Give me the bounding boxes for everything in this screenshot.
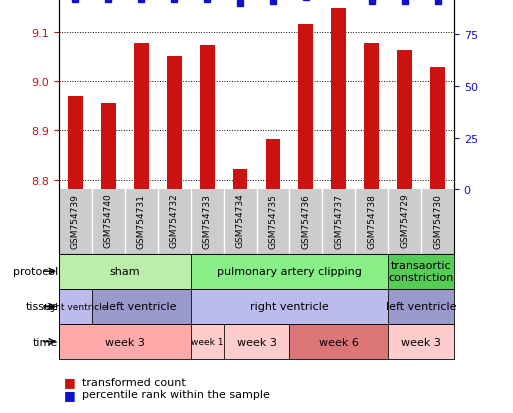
Text: week 3: week 3 xyxy=(105,337,145,347)
Text: GSM754734: GSM754734 xyxy=(235,193,245,248)
Text: GSM754736: GSM754736 xyxy=(301,193,310,248)
Bar xyxy=(397,51,412,190)
Text: GSM754735: GSM754735 xyxy=(268,193,278,248)
Text: week 1: week 1 xyxy=(191,337,223,346)
Bar xyxy=(59,254,191,289)
Text: GSM754739: GSM754739 xyxy=(71,193,80,248)
Bar xyxy=(388,324,454,359)
Text: right ventricle: right ventricle xyxy=(43,302,108,311)
Bar xyxy=(388,254,454,289)
Bar xyxy=(331,9,346,190)
Text: GSM754740: GSM754740 xyxy=(104,193,113,248)
Text: left ventricle: left ventricle xyxy=(386,301,457,312)
Text: tissue: tissue xyxy=(25,301,58,312)
Bar xyxy=(430,68,445,190)
Bar xyxy=(134,43,149,190)
Bar xyxy=(191,324,224,359)
Text: transaortic
constriction: transaortic constriction xyxy=(388,261,454,282)
Bar xyxy=(59,324,191,359)
Bar xyxy=(266,140,281,190)
Text: week 3: week 3 xyxy=(401,337,441,347)
Text: ■: ■ xyxy=(64,375,76,389)
Bar xyxy=(101,104,116,190)
Text: GSM754731: GSM754731 xyxy=(137,193,146,248)
Text: protocol: protocol xyxy=(13,266,58,277)
Bar xyxy=(68,97,83,190)
Text: week 3: week 3 xyxy=(236,337,277,347)
Text: GSM754732: GSM754732 xyxy=(170,193,179,248)
Text: ■: ■ xyxy=(64,388,76,401)
Bar xyxy=(364,43,379,190)
Text: pulmonary artery clipping: pulmonary artery clipping xyxy=(217,266,362,277)
Text: GSM754730: GSM754730 xyxy=(433,193,442,248)
Bar xyxy=(232,169,247,190)
Bar xyxy=(59,289,92,324)
Bar xyxy=(224,324,289,359)
Text: left ventricle: left ventricle xyxy=(106,301,176,312)
Text: sham: sham xyxy=(109,266,140,277)
Bar xyxy=(92,289,191,324)
Text: GSM754738: GSM754738 xyxy=(367,193,376,248)
Text: GSM754737: GSM754737 xyxy=(334,193,343,248)
Text: time: time xyxy=(33,337,58,347)
Text: GSM754729: GSM754729 xyxy=(400,193,409,248)
Text: percentile rank within the sample: percentile rank within the sample xyxy=(82,389,270,399)
Bar xyxy=(191,254,388,289)
Bar xyxy=(289,324,388,359)
Bar xyxy=(388,289,454,324)
Text: right ventricle: right ventricle xyxy=(250,301,329,312)
Bar xyxy=(167,57,182,190)
Text: transformed count: transformed count xyxy=(82,377,186,387)
Bar xyxy=(200,46,214,190)
Bar xyxy=(191,289,388,324)
Text: GSM754733: GSM754733 xyxy=(203,193,212,248)
Text: week 6: week 6 xyxy=(319,337,359,347)
Bar xyxy=(299,25,313,190)
